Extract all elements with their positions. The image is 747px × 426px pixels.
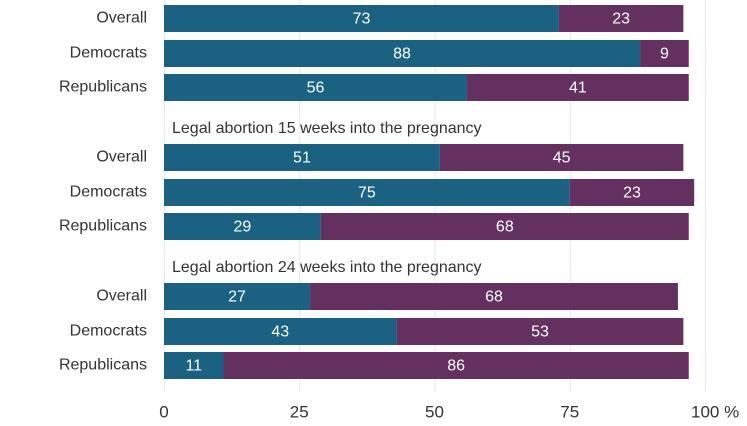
category-label: Republicans [59,357,147,374]
category-label: Republicans [59,79,147,96]
category-label: Democrats [70,184,147,201]
bar-segment-series-1 [164,179,570,206]
bar-segment-series-2 [396,318,684,345]
data-label: 56 [307,80,325,97]
bar-segment-series-2 [466,74,689,101]
bar-segment-series-2 [640,40,689,67]
category-label: Democrats [70,45,147,62]
x-tick-label: 25 [290,402,309,421]
data-label: 11 [185,358,202,375]
data-label: 27 [228,289,246,306]
bar-segment-series-1 [164,283,311,310]
category-label: Overall [96,149,147,166]
data-label: 51 [293,150,311,167]
data-label: 43 [271,324,289,341]
data-label: 23 [612,11,630,28]
data-label: 29 [234,219,252,236]
data-label: 68 [496,219,514,236]
data-label: 88 [393,46,411,63]
bar-segment-series-1 [164,352,224,379]
data-label: 41 [569,80,587,97]
group-title: Legal abortion 24 weeks into the pregnan… [172,259,482,276]
data-label: 75 [358,185,376,202]
bar-segment-series-2 [569,179,695,206]
category-label: Overall [96,10,147,27]
category-label: Overall [96,288,147,305]
bar-segment-series-2 [320,213,689,240]
bar-segment-series-1 [164,74,467,101]
bar-segment-series-2 [558,5,684,32]
bar-segment-series-1 [164,318,397,345]
data-label: 45 [553,150,571,167]
bar-segment-series-1 [164,5,559,32]
bar-segment-series-1 [164,144,440,171]
group-title: Legal abortion 15 weeks into the pregnan… [172,120,482,137]
x-tick-label: 100 % [691,402,739,421]
bar-segment-series-1 [164,213,321,240]
x-tick-label: 0 [159,402,168,421]
bar-segment-series-1 [164,40,641,67]
data-label: 9 [660,46,669,63]
data-label: 73 [353,11,371,28]
data-label: 23 [623,185,641,202]
bar-segment-series-2 [223,352,689,379]
data-label: 86 [447,358,465,375]
data-label: 53 [531,324,549,341]
category-label: Democrats [70,323,147,340]
x-tick-label: 50 [425,402,444,421]
data-label: 68 [485,289,503,306]
x-tick-label: 75 [560,402,579,421]
bar-segment-series-2 [310,283,678,310]
bar-segment-series-2 [439,144,684,171]
category-label: Republicans [59,218,147,235]
